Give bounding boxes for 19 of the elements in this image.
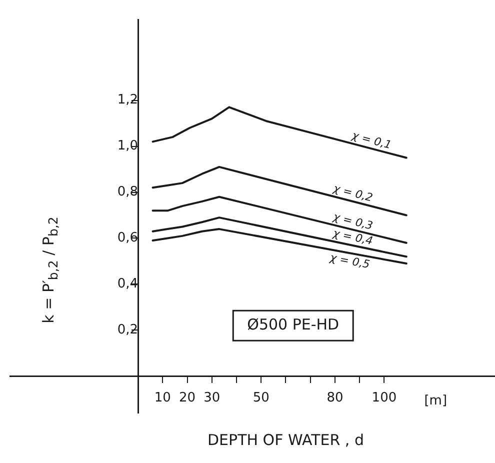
- y-tick-label: 1,0: [117, 138, 138, 154]
- text: χ = 0,5: [328, 250, 371, 272]
- x-tick-label: 30: [204, 390, 220, 406]
- x-tick-label: 100: [372, 390, 397, 406]
- y-tick-label: 0,4: [117, 276, 138, 292]
- x-tick-label: 10: [154, 390, 171, 406]
- y-tick-label: 0,8: [117, 184, 138, 200]
- x-tick-label: 50: [252, 390, 270, 406]
- y-tick-label: 0,6: [117, 230, 138, 246]
- text: χ = 0,3: [330, 210, 374, 232]
- text: χ = 0,2: [330, 182, 374, 204]
- annotation: [m]: [424, 394, 448, 409]
- y-tick-label: 1,2: [117, 92, 138, 108]
- text: χ = 0,1: [350, 128, 393, 152]
- x-tick-label: 80: [326, 390, 344, 406]
- x-axis-title: DEPTH OF WATER , d: [207, 430, 364, 449]
- x-tick-label: 20: [178, 390, 196, 406]
- annotation: Ø500 PE-HD: [247, 316, 340, 334]
- y-tick-label: 0,2: [117, 322, 138, 338]
